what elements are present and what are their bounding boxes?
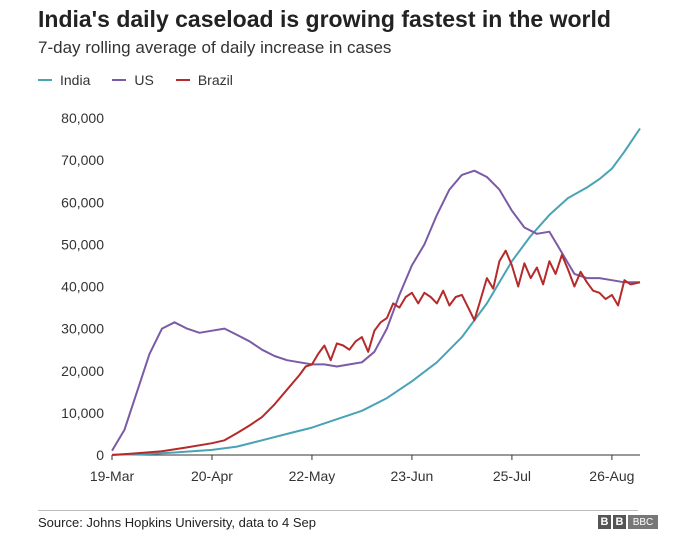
legend-swatch-us bbox=[112, 79, 127, 81]
legend: India US Brazil bbox=[38, 72, 255, 88]
legend-label-brazil: Brazil bbox=[197, 72, 233, 88]
y-tick-label: 50,000 bbox=[61, 236, 104, 252]
footer-divider bbox=[38, 510, 638, 511]
bbc-logo-letter: B bbox=[613, 515, 626, 529]
bbc-logo-text: BBC bbox=[628, 515, 658, 529]
chart-title: India's daily caseload is growing fastes… bbox=[38, 6, 611, 32]
y-tick-label: 60,000 bbox=[61, 194, 104, 210]
y-tick-label: 80,000 bbox=[61, 110, 104, 126]
x-tick-label: 25-Jul bbox=[493, 468, 531, 484]
chart-subtitle: 7-day rolling average of daily increase … bbox=[38, 38, 392, 57]
legend-item-india: India bbox=[38, 72, 90, 88]
source-note: Source: Johns Hopkins University, data t… bbox=[38, 515, 316, 530]
y-axis: 0 10,000 20,000 30,000 40,000 50,000 60,000 70,… bbox=[61, 110, 104, 463]
y-tick-label: 40,000 bbox=[61, 279, 104, 295]
x-tick-label: 22-May bbox=[289, 468, 336, 484]
x-tick-label: 23-Jun bbox=[391, 468, 434, 484]
y-tick-label: 70,000 bbox=[61, 152, 104, 168]
bbc-logo: B B BBC bbox=[598, 515, 658, 529]
legend-label-us: US bbox=[134, 72, 154, 88]
series-layer bbox=[111, 127, 641, 456]
series-line-india bbox=[111, 127, 641, 456]
legend-label-india: India bbox=[60, 72, 91, 88]
series-line-us bbox=[111, 169, 640, 452]
bbc-logo-letter: B bbox=[598, 515, 611, 529]
legend-item-us: US bbox=[112, 72, 154, 88]
x-axis: 19-Mar 20-Apr 22-May 23-Jun 25-Jul 26-Aug bbox=[90, 454, 640, 484]
y-tick-label: 20,000 bbox=[61, 363, 104, 379]
series-line-brazil bbox=[111, 249, 641, 456]
legend-item-brazil: Brazil bbox=[175, 72, 233, 88]
y-tick-label: 30,000 bbox=[61, 321, 104, 337]
y-tick-label: 10,000 bbox=[61, 405, 104, 421]
x-tick-label: 19-Mar bbox=[90, 468, 135, 484]
legend-swatch-india bbox=[38, 79, 52, 81]
x-tick-label: 20-Apr bbox=[191, 468, 233, 484]
y-tick-label: 0 bbox=[96, 447, 104, 463]
x-tick-label: 26-Aug bbox=[589, 468, 634, 484]
legend-swatch-brazil bbox=[175, 79, 190, 81]
